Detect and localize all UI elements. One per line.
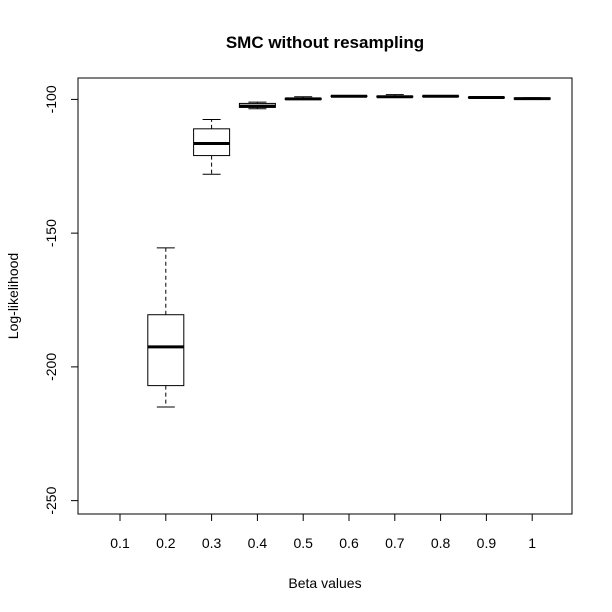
y-axis-label: Log-likelihood xyxy=(5,253,21,339)
box-0.6 xyxy=(330,94,368,98)
box-0.5 xyxy=(284,96,322,101)
x-tick-label: 0.8 xyxy=(431,535,451,551)
x-tick-label: 0.4 xyxy=(248,535,268,551)
box-0.8 xyxy=(422,94,460,98)
box-0.4 xyxy=(238,101,276,110)
x-tick-label: 0.7 xyxy=(385,535,405,551)
x-tick-label: 1 xyxy=(528,535,536,551)
y-tick-label: -100 xyxy=(43,85,59,113)
y-axis: -100 -150 -200 -250 xyxy=(43,85,79,515)
x-tick-label: 0.9 xyxy=(477,535,497,551)
box-1 xyxy=(513,97,551,101)
chart-title: SMC without resampling xyxy=(226,33,424,52)
x-tick-label: 0.1 xyxy=(110,535,130,551)
iqr-box xyxy=(147,314,185,387)
y-tick-label: -250 xyxy=(43,486,59,514)
x-axis: 0.1 0.2 0.3 0.4 0.5 0.6 0.7 0.8 0.9 1 xyxy=(110,513,536,551)
y-tick-label: -200 xyxy=(43,353,59,381)
box-0.7 xyxy=(376,94,414,99)
x-axis-label: Beta values xyxy=(288,575,361,591)
x-tick-label: 0.3 xyxy=(202,535,222,551)
x-tick-label: 0.5 xyxy=(293,535,313,551)
x-tick-label: 0.6 xyxy=(339,535,359,551)
x-tick-label: 0.2 xyxy=(156,535,176,551)
box-series xyxy=(147,94,551,408)
box-0.2 xyxy=(147,247,185,408)
box-0.3 xyxy=(193,118,231,175)
y-tick-label: -150 xyxy=(43,219,59,247)
box-0.9 xyxy=(467,96,505,100)
